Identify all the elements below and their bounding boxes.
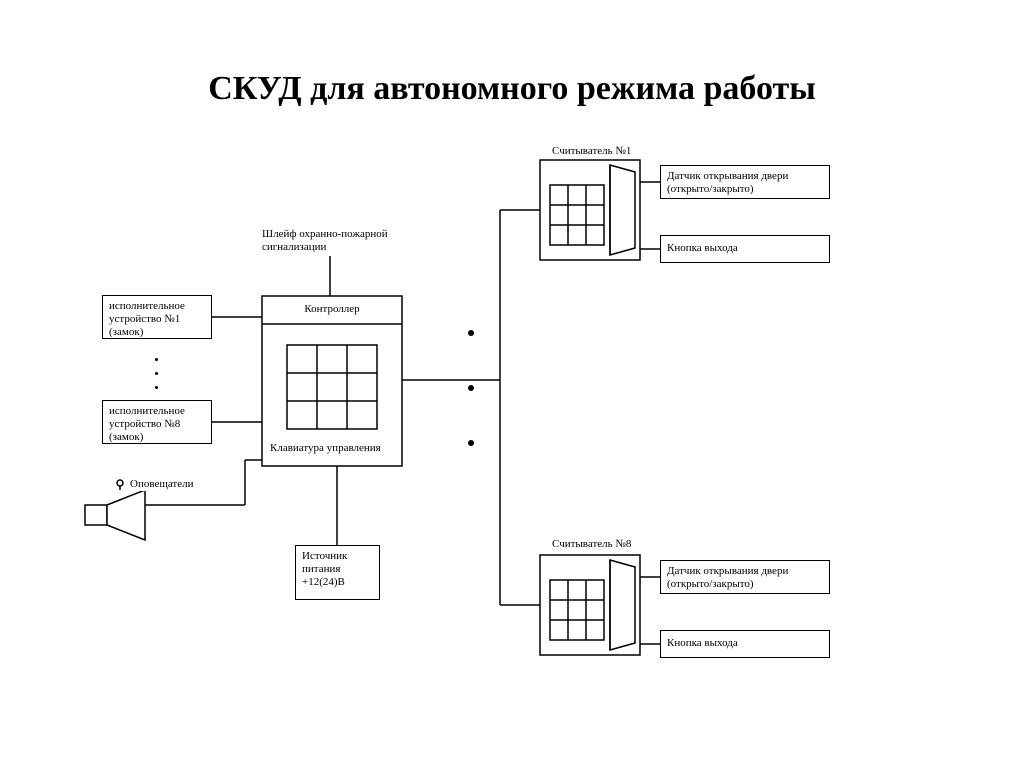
ellipsis-dot (155, 358, 158, 361)
exit-button-1: Кнопка выхода (660, 235, 830, 263)
diagram-canvas: Считыватель №1 Датчик открывания двери (… (0, 0, 1024, 767)
alarm-loop-label: Шлейф охранно-пожарной сигнализации (262, 228, 412, 254)
door-sensor-8: Датчик открывания двери (открыто/закрыто… (660, 560, 830, 594)
door-sensor-1: Датчик открывания двери (открыто/закрыто… (660, 165, 830, 199)
annunciators-label: Оповещатели (130, 478, 193, 491)
ellipsis-dot (468, 385, 474, 391)
ellipsis-dot (155, 386, 158, 389)
diagram-svg (0, 0, 1024, 767)
power-supply: Источник питания +12(24)В (295, 545, 380, 600)
reader8-label: Считыватель №8 (552, 538, 631, 551)
controller-label: Контроллер (270, 303, 394, 316)
ellipsis-dot (155, 372, 158, 375)
exec-device-8: исполнительное устройство №8 (замок) (102, 400, 212, 444)
exit-button-8: Кнопка выхода (660, 630, 830, 658)
ellipsis-dot (468, 440, 474, 446)
keypad-label: Клавиатура управления (270, 442, 390, 455)
reader1-label: Считыватель №1 (552, 145, 631, 158)
ellipsis-dot (468, 330, 474, 336)
exec-device-1: исполнительное устройство №1 (замок) (102, 295, 212, 339)
